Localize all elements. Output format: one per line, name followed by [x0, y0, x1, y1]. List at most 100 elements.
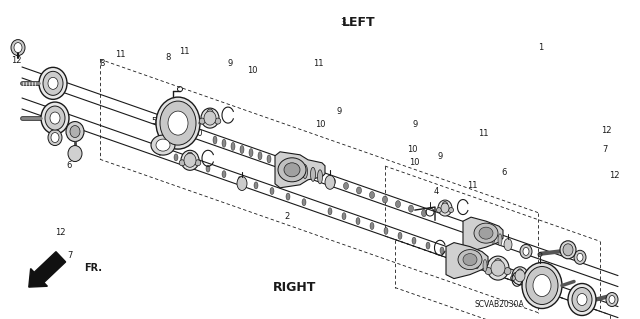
Text: 9: 9 [412, 120, 417, 129]
Ellipse shape [174, 154, 178, 161]
Text: 11: 11 [478, 130, 488, 138]
Ellipse shape [412, 237, 416, 244]
Ellipse shape [278, 158, 306, 182]
Circle shape [436, 208, 442, 212]
Circle shape [495, 259, 502, 266]
Text: FR.: FR. [84, 263, 102, 273]
Ellipse shape [330, 178, 335, 185]
Ellipse shape [310, 167, 316, 181]
Ellipse shape [204, 111, 216, 125]
Ellipse shape [491, 260, 505, 276]
Ellipse shape [156, 97, 200, 149]
Ellipse shape [184, 153, 196, 167]
Text: 10: 10 [408, 145, 418, 154]
Ellipse shape [440, 247, 444, 254]
Circle shape [215, 118, 221, 124]
Text: 7: 7 [68, 251, 73, 260]
Ellipse shape [68, 145, 82, 161]
Text: 10: 10 [192, 130, 202, 138]
Circle shape [179, 160, 185, 166]
Circle shape [524, 276, 529, 280]
Ellipse shape [342, 213, 346, 220]
Ellipse shape [577, 293, 587, 306]
Circle shape [511, 276, 516, 280]
Ellipse shape [422, 210, 426, 217]
Ellipse shape [574, 250, 586, 264]
Text: 9: 9 [438, 152, 443, 161]
Circle shape [485, 268, 492, 275]
Ellipse shape [504, 239, 512, 251]
Ellipse shape [370, 222, 374, 229]
Ellipse shape [396, 201, 401, 208]
Circle shape [187, 152, 193, 158]
Ellipse shape [41, 102, 69, 134]
Ellipse shape [303, 165, 307, 179]
Text: 11: 11 [467, 181, 477, 189]
Ellipse shape [317, 170, 323, 184]
Text: 2: 2 [284, 212, 289, 221]
Ellipse shape [238, 176, 242, 183]
Text: 5: 5 [151, 117, 156, 126]
Ellipse shape [426, 242, 430, 249]
Circle shape [195, 160, 201, 166]
Circle shape [442, 202, 447, 206]
Ellipse shape [498, 234, 502, 246]
Text: 10: 10 [410, 158, 420, 167]
Ellipse shape [383, 196, 387, 203]
Ellipse shape [408, 205, 413, 212]
Ellipse shape [512, 267, 528, 285]
Ellipse shape [344, 182, 349, 189]
Ellipse shape [369, 191, 374, 198]
Text: 6: 6 [67, 161, 72, 170]
Ellipse shape [483, 260, 487, 271]
Text: 12: 12 [11, 56, 21, 65]
Ellipse shape [151, 135, 175, 155]
Ellipse shape [325, 175, 335, 189]
Text: 6: 6 [502, 168, 507, 177]
Ellipse shape [222, 139, 226, 147]
Ellipse shape [284, 163, 300, 177]
Ellipse shape [356, 218, 360, 225]
Ellipse shape [254, 182, 258, 189]
Ellipse shape [533, 275, 551, 296]
Ellipse shape [491, 231, 495, 243]
Ellipse shape [560, 241, 576, 259]
Circle shape [518, 269, 522, 274]
Ellipse shape [523, 248, 529, 256]
Ellipse shape [609, 295, 615, 303]
Ellipse shape [51, 133, 59, 143]
Ellipse shape [467, 254, 471, 266]
Text: 12: 12 [602, 126, 612, 135]
Ellipse shape [475, 257, 479, 269]
Text: RIGHT: RIGHT [273, 281, 316, 293]
Ellipse shape [39, 67, 67, 99]
Text: LEFT: LEFT [342, 16, 375, 29]
Ellipse shape [237, 176, 247, 190]
Ellipse shape [48, 77, 58, 89]
Ellipse shape [240, 145, 244, 153]
Text: 11: 11 [314, 59, 324, 68]
Circle shape [199, 118, 205, 124]
FancyArrow shape [29, 252, 66, 287]
Ellipse shape [11, 40, 25, 56]
Text: 9: 9 [228, 59, 233, 68]
Text: 8: 8 [166, 53, 171, 62]
Ellipse shape [479, 227, 493, 239]
Ellipse shape [463, 254, 477, 266]
Ellipse shape [66, 122, 84, 142]
Text: 9: 9 [337, 107, 342, 116]
Ellipse shape [14, 43, 22, 53]
Ellipse shape [606, 293, 618, 307]
Ellipse shape [206, 165, 210, 172]
Ellipse shape [563, 244, 573, 256]
Ellipse shape [438, 200, 452, 216]
Ellipse shape [520, 244, 532, 258]
Text: 9: 9 [156, 139, 161, 148]
Circle shape [504, 268, 511, 275]
Text: 3: 3 [340, 18, 346, 27]
Text: 11: 11 [115, 50, 125, 59]
Ellipse shape [190, 160, 194, 167]
Ellipse shape [267, 155, 271, 163]
Ellipse shape [572, 287, 592, 311]
Text: 10: 10 [248, 66, 258, 75]
